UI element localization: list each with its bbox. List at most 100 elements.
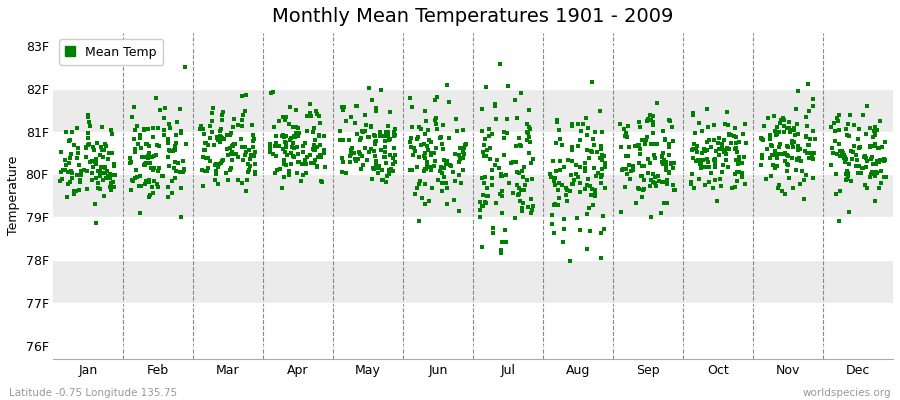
Point	[516, 174, 530, 180]
Point	[353, 136, 367, 143]
Point	[242, 167, 256, 173]
Point	[383, 152, 398, 158]
Point	[693, 161, 707, 168]
Point	[790, 120, 805, 127]
Point	[236, 112, 250, 118]
Point	[93, 152, 107, 158]
Point	[197, 147, 211, 153]
Point	[806, 128, 820, 134]
Point	[693, 157, 707, 164]
Point	[456, 145, 471, 152]
Point	[688, 158, 703, 164]
Point	[657, 157, 671, 163]
Point	[713, 175, 727, 182]
Point	[211, 164, 225, 170]
Point	[641, 156, 655, 162]
Point	[650, 141, 664, 147]
Point	[91, 168, 105, 174]
Point	[283, 137, 297, 144]
Point	[277, 160, 292, 166]
Point	[766, 162, 780, 168]
Point	[785, 155, 799, 162]
Point	[635, 136, 650, 143]
Point	[233, 136, 248, 142]
Point	[860, 158, 875, 164]
Point	[832, 127, 846, 133]
Point	[277, 139, 292, 146]
Point	[304, 160, 319, 166]
Point	[738, 181, 752, 188]
Point	[878, 156, 892, 162]
Point	[269, 153, 284, 159]
Point	[489, 116, 503, 123]
Point	[634, 162, 649, 169]
Point	[335, 155, 349, 162]
Point	[546, 202, 561, 208]
Point	[524, 160, 538, 166]
Point	[205, 110, 220, 116]
Point	[526, 155, 541, 162]
Point	[437, 174, 452, 181]
Point	[91, 180, 105, 186]
Point	[174, 214, 188, 220]
Point	[146, 134, 160, 140]
Point	[663, 118, 678, 124]
Point	[143, 192, 157, 198]
Point	[485, 175, 500, 181]
Point	[374, 176, 389, 183]
Point	[481, 193, 495, 199]
Point	[732, 169, 746, 176]
Point	[479, 153, 493, 159]
Point	[161, 140, 176, 146]
Point	[554, 167, 568, 173]
Point	[282, 121, 296, 127]
Point	[840, 168, 854, 174]
Point	[127, 136, 141, 142]
Point	[831, 118, 845, 124]
Point	[720, 109, 734, 116]
Point	[525, 207, 539, 214]
Point	[227, 116, 241, 122]
Point	[74, 171, 88, 178]
Point	[162, 120, 176, 127]
Point	[869, 161, 884, 168]
Point	[790, 157, 805, 163]
Point	[428, 163, 442, 169]
Point	[571, 143, 585, 150]
Point	[455, 155, 470, 162]
Point	[619, 130, 634, 136]
Point	[578, 168, 592, 174]
Point	[333, 136, 347, 143]
Point	[94, 124, 109, 130]
Point	[513, 143, 527, 149]
Point	[660, 181, 674, 187]
Point	[524, 210, 538, 216]
Point	[266, 124, 281, 130]
Point	[513, 198, 527, 204]
Point	[683, 180, 698, 187]
Point	[286, 133, 301, 139]
Point	[780, 152, 795, 158]
Point	[306, 125, 320, 131]
Text: Latitude -0.75 Longitude 135.75: Latitude -0.75 Longitude 135.75	[9, 388, 177, 398]
Point	[228, 141, 242, 147]
Point	[272, 118, 286, 124]
Point	[133, 210, 148, 216]
Point	[659, 162, 673, 169]
Point	[215, 109, 230, 115]
Point	[475, 202, 490, 209]
Point	[354, 165, 368, 172]
Point	[547, 175, 562, 181]
Point	[728, 184, 742, 190]
Point	[803, 135, 817, 142]
Point	[360, 157, 374, 163]
Point	[785, 138, 799, 144]
Point	[336, 137, 350, 143]
Point	[500, 130, 514, 136]
Point	[313, 154, 328, 160]
Point	[508, 215, 522, 222]
Point	[379, 129, 393, 136]
Point	[374, 147, 388, 153]
Point	[877, 174, 891, 180]
Point	[367, 132, 382, 138]
